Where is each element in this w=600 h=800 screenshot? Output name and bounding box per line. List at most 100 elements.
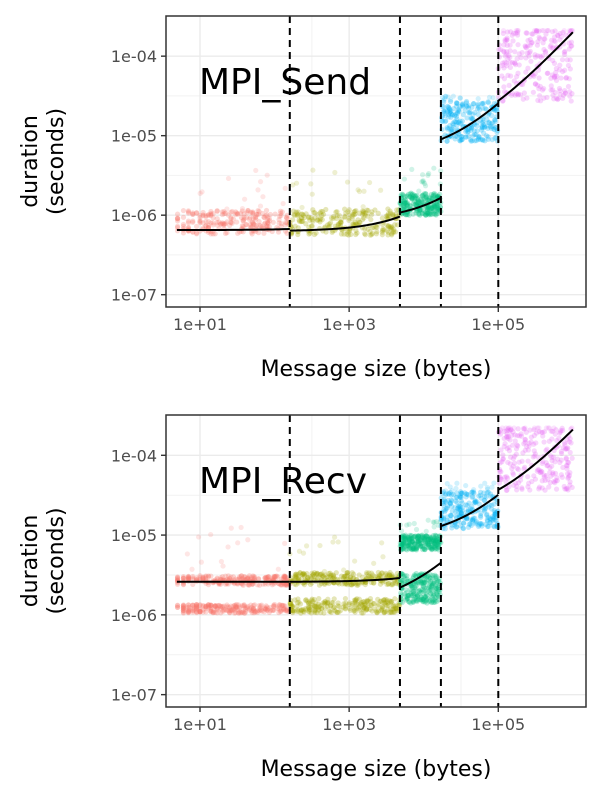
data-point (330, 573, 336, 579)
data-point (331, 596, 337, 602)
data-point (430, 544, 437, 550)
data-point (566, 439, 572, 445)
data-point (185, 573, 192, 579)
data-point (526, 443, 532, 449)
data-point-outlier (503, 425, 509, 431)
data-point (228, 209, 234, 215)
data-point (300, 571, 306, 577)
data-point-outlier (331, 534, 338, 540)
data-point (335, 603, 341, 609)
data-point (420, 208, 426, 214)
data-point-outlier (255, 187, 261, 193)
data-point (241, 214, 247, 220)
data-point (382, 596, 388, 602)
data-point (359, 211, 366, 218)
data-point (265, 220, 271, 226)
data-point (370, 601, 376, 607)
data-point (253, 223, 259, 229)
data-point (276, 610, 282, 616)
data-point (528, 40, 535, 46)
data-point (228, 216, 234, 222)
data-point (294, 600, 301, 606)
data-point (467, 110, 473, 116)
data-point (409, 192, 415, 198)
data-point (382, 599, 389, 606)
data-point (252, 609, 258, 615)
data-point (312, 608, 318, 614)
data-point-outlier (406, 521, 412, 527)
data-point (317, 210, 323, 216)
data-point (459, 136, 465, 143)
data-point (457, 133, 463, 139)
data-point (214, 216, 220, 222)
data-point (345, 569, 351, 576)
data-point (208, 608, 214, 614)
data-point (431, 210, 437, 217)
data-point (263, 574, 269, 580)
data-point (180, 607, 187, 613)
data-point (318, 602, 324, 608)
data-point (278, 223, 284, 230)
data-point (405, 543, 412, 549)
data-point-outlier (439, 94, 446, 101)
data-point (315, 601, 322, 607)
data-point-outlier (253, 167, 259, 174)
data-point (325, 596, 331, 602)
data-point (535, 97, 541, 103)
data-point (356, 210, 363, 216)
data-point (275, 229, 282, 235)
data-point (228, 219, 234, 225)
data-point (264, 575, 270, 581)
data-point (278, 608, 284, 614)
data-point (422, 211, 428, 217)
data-point (512, 60, 518, 66)
data-point (448, 127, 454, 133)
data-point (258, 223, 264, 229)
data-point (297, 570, 303, 576)
data-point (400, 206, 406, 212)
data-point (306, 600, 312, 606)
data-point-outlier (379, 540, 385, 546)
data-point (568, 43, 574, 49)
data-point (427, 207, 433, 213)
data-point (400, 540, 407, 546)
data-point (349, 221, 356, 227)
data-point-outlier (238, 524, 244, 531)
data-point (434, 202, 440, 209)
data-point (310, 207, 316, 213)
data-point (415, 536, 421, 542)
data-point (360, 610, 366, 616)
data-point (180, 606, 187, 612)
data-point (387, 224, 393, 230)
data-point (248, 608, 255, 614)
data-point (267, 604, 273, 611)
data-point (234, 219, 240, 225)
data-point (272, 211, 278, 217)
data-point (324, 574, 330, 580)
data-point (550, 87, 556, 93)
data-point (523, 45, 530, 51)
data-point (539, 485, 545, 491)
data-point (404, 212, 410, 218)
data-point (232, 603, 239, 610)
data-point (563, 74, 570, 81)
data-point (298, 218, 304, 225)
data-point (327, 608, 333, 615)
data-point (498, 46, 504, 53)
data-point (218, 604, 224, 610)
data-point (333, 570, 339, 576)
data-point (185, 604, 192, 610)
data-point (208, 602, 214, 608)
data-point (299, 576, 305, 582)
data-point (265, 215, 271, 221)
data-point (263, 213, 269, 219)
data-point (212, 231, 218, 237)
data-point (203, 604, 209, 610)
data-point (421, 537, 428, 543)
data-point-outlier (454, 480, 460, 486)
data-point (359, 574, 366, 580)
data-point (505, 56, 511, 62)
data-point (180, 602, 187, 609)
data-point (174, 223, 181, 229)
data-point-outlier (443, 488, 449, 494)
